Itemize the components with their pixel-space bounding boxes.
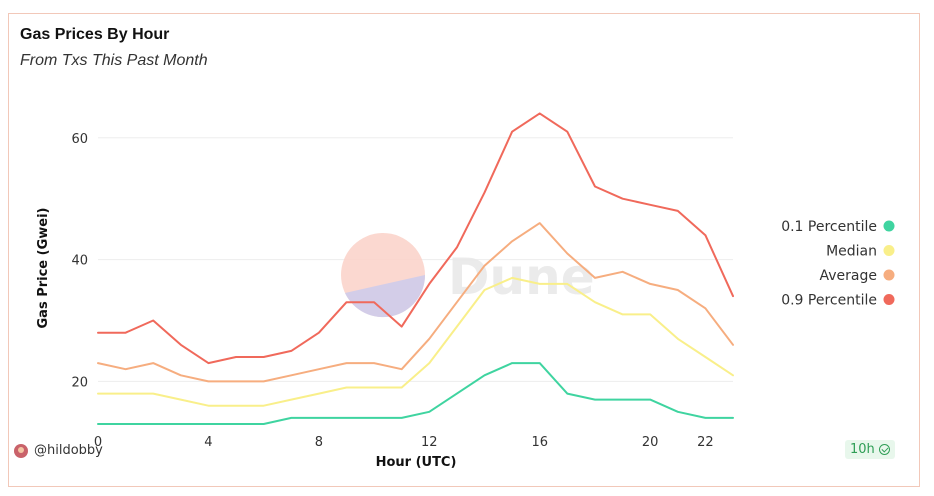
legend-marker-2 (883, 269, 895, 281)
chart-card: Gas Prices By Hour From Txs This Past Mo… (8, 13, 920, 487)
x-tick-16: 16 (531, 435, 548, 450)
check-circle-icon (878, 444, 890, 455)
series-line-3 (97, 112, 734, 365)
series-line-2 (97, 222, 734, 383)
x-axis-title: Hour (UTC) (376, 455, 457, 470)
legend-label-1: Median (826, 244, 877, 260)
series-lines (97, 112, 734, 425)
legend-label-2: Average (820, 268, 878, 284)
legend-marker-0 (883, 220, 895, 232)
legend-marker-3 (883, 294, 895, 305)
series-line-1 (97, 276, 734, 407)
x-tick-labels: 0 4 8 12 16 20 22 (94, 435, 714, 450)
y-tick-20: 20 (71, 375, 88, 390)
avatar (14, 443, 28, 458)
y-tick-60: 60 (71, 132, 88, 147)
y-tick-labels: 20 40 60 (71, 132, 88, 391)
refresh-badge[interactable]: 10h (845, 440, 895, 459)
chart-subtitle: From Txs This Past Month (20, 52, 208, 69)
legend-marker-1 (883, 245, 895, 256)
legend-label-0: 0.1 Percentile (781, 219, 877, 235)
y-axis-title: Gas Price (Gwei) (36, 208, 51, 329)
x-tick-12: 12 (421, 435, 438, 450)
legend: 0.1 Percentile Median Average 0.9 Percentil… (781, 219, 895, 309)
dune-watermark: Dune (341, 233, 595, 318)
refresh-badge-label: 10h (850, 442, 875, 457)
chart-title: Gas Prices By Hour (20, 26, 170, 43)
x-tick-4: 4 (204, 435, 212, 450)
x-tick-8: 8 (315, 435, 323, 450)
author[interactable]: @hildobby (14, 443, 103, 458)
watermark-text: Dune (448, 248, 595, 306)
x-tick-22: 22 (697, 435, 714, 450)
legend-label-3: 0.9 Percentile (781, 293, 877, 309)
series-line-0 (97, 362, 734, 425)
x-tick-20: 20 (642, 435, 659, 450)
x-tick-0: 0 (94, 435, 102, 450)
y-tick-40: 40 (71, 254, 88, 269)
author-username: @hildobby (34, 443, 103, 458)
watermark-logo-shade (345, 275, 426, 318)
